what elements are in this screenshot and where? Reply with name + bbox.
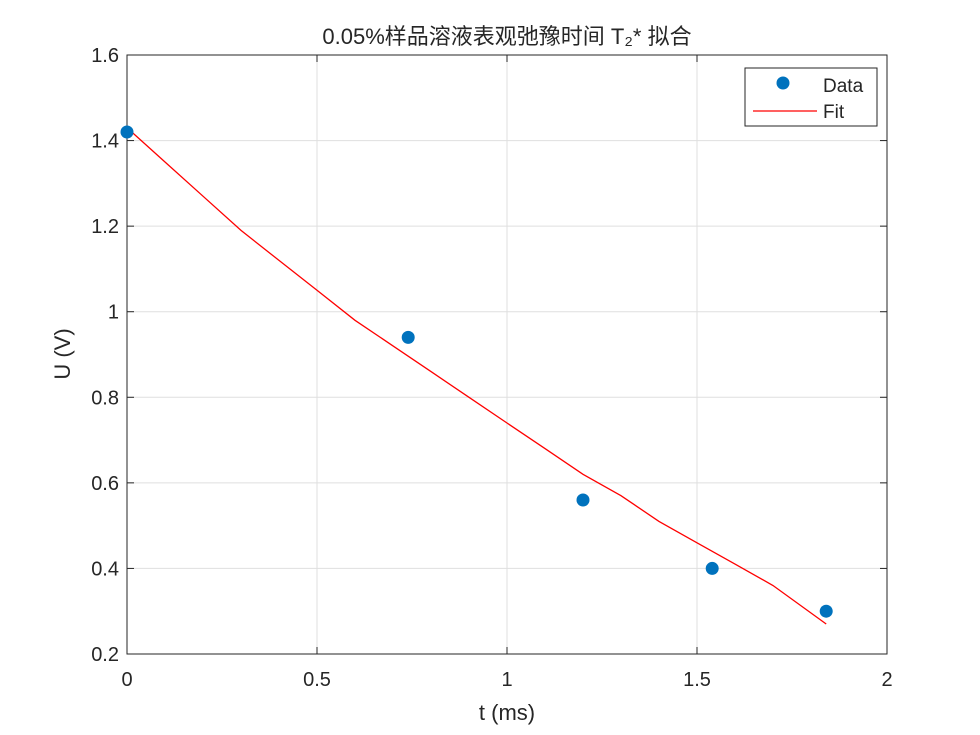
y-tick-label: 1.4 (91, 131, 119, 153)
fit-line (126, 127, 827, 625)
y-tick-label: 1.2 (91, 216, 119, 238)
legend: Data Fit (744, 67, 878, 127)
x-tick-label: 2 (881, 669, 892, 691)
x-tick-label: 0.5 (303, 669, 331, 691)
x-tick-label: 1 (501, 669, 512, 691)
legend-label: Data (823, 76, 864, 97)
y-tick-label: 1 (108, 302, 119, 324)
x-tick-label: 0 (121, 669, 132, 691)
axes: 0 0.5 1 1.5 2 0.2 0.4 0.6 0.8 1 1.2 1.4 1.6 (91, 45, 892, 691)
data-point (576, 493, 590, 507)
x-axis-label: t (ms) (479, 700, 535, 725)
y-axis-label: U (V) (50, 328, 75, 379)
data-point (120, 125, 134, 139)
chart-title: 0.05%样品溶液表观弛豫时间 T₂* 拟合 (322, 24, 691, 49)
y-tick-label: 0.6 (91, 473, 119, 495)
data-point (401, 330, 415, 344)
y-tick-label: 1.6 (91, 45, 119, 67)
y-tick-label: 0.2 (91, 644, 119, 666)
legend-marker-data (776, 76, 790, 90)
legend-label: Fit (823, 102, 845, 123)
legend-box (744, 67, 878, 127)
data-point (819, 604, 833, 618)
series-layer (120, 125, 833, 625)
y-tick-label: 0.8 (91, 387, 119, 409)
y-tick-label: 0.4 (91, 558, 119, 580)
x-tick-label: 1.5 (683, 669, 711, 691)
data-point (705, 561, 719, 575)
